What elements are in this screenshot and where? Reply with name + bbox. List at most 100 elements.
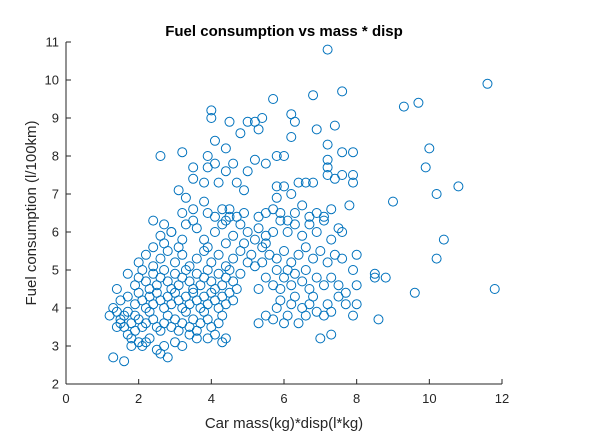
data-point <box>206 257 217 268</box>
data-point <box>242 166 253 177</box>
data-point <box>308 253 319 264</box>
data-point <box>122 291 133 302</box>
data-point <box>286 132 297 142</box>
data-point <box>220 333 231 344</box>
data-point <box>191 223 202 234</box>
data-point <box>337 227 348 237</box>
data-point <box>333 280 344 291</box>
data-point <box>202 151 213 161</box>
data-point <box>409 287 420 298</box>
data-point <box>228 253 239 264</box>
data-point <box>177 234 188 245</box>
x-tick-label: 4 <box>208 391 215 406</box>
data-point <box>148 242 159 253</box>
data-point <box>293 177 304 188</box>
data-point <box>108 303 119 313</box>
y-tick-label: 6 <box>52 225 59 240</box>
data-point <box>177 147 188 158</box>
data-point <box>239 238 250 249</box>
data-point <box>304 219 315 230</box>
data-point <box>326 234 337 245</box>
x-tick-label: 12 <box>495 391 509 406</box>
data-point <box>206 113 217 123</box>
data-point <box>177 341 188 351</box>
data-point <box>282 227 293 237</box>
data-point <box>199 246 210 256</box>
data-point <box>337 170 348 180</box>
data-point <box>279 181 289 192</box>
data-point <box>162 352 173 363</box>
data-point <box>159 341 170 351</box>
data-point <box>286 280 297 291</box>
data-point <box>268 314 279 325</box>
data-point <box>322 162 333 173</box>
data-point <box>315 246 326 256</box>
data-point <box>159 219 170 230</box>
data-point <box>315 333 326 344</box>
data-point <box>228 158 239 169</box>
data-point <box>155 151 166 161</box>
x-tick-label: 0 <box>62 391 69 406</box>
data-point <box>209 227 220 237</box>
data-point <box>348 265 359 275</box>
y-tick-label: 11 <box>46 35 60 50</box>
data-point <box>231 177 242 188</box>
x-tick-label: 2 <box>135 391 142 406</box>
data-point <box>249 154 260 165</box>
y-tick-label: 4 <box>52 301 59 316</box>
data-point <box>242 227 253 237</box>
y-tick-label: 10 <box>45 73 59 88</box>
data-point <box>333 223 344 234</box>
y-tick-label: 8 <box>52 149 59 164</box>
chart-title: Fuel consumption vs mass * disp <box>165 23 403 40</box>
data-point <box>289 268 300 279</box>
x-tick-label: 8 <box>353 391 360 406</box>
data-point <box>257 242 268 253</box>
data-point <box>431 253 442 264</box>
data-point <box>300 265 311 275</box>
data-point <box>213 177 224 188</box>
data-point <box>297 200 308 211</box>
data-point <box>293 249 304 260</box>
data-point <box>340 299 351 310</box>
data-point <box>188 162 199 173</box>
data-point <box>369 268 380 279</box>
data-point <box>293 318 304 329</box>
data-point <box>482 78 493 89</box>
data-point <box>326 306 337 317</box>
data-point <box>398 101 409 112</box>
data-point <box>140 249 151 260</box>
data-point <box>420 162 431 173</box>
y-tick-label: 2 <box>52 377 59 392</box>
data-point <box>206 105 217 116</box>
data-point <box>329 120 340 131</box>
data-point <box>246 249 257 260</box>
data-point <box>224 211 235 222</box>
data-point <box>133 337 144 348</box>
data-point <box>253 211 264 222</box>
data-point <box>326 272 337 283</box>
data-point <box>340 287 351 298</box>
data-point <box>453 181 464 192</box>
data-point <box>130 310 141 321</box>
data-point <box>133 257 144 268</box>
data-point <box>202 242 213 253</box>
data-point <box>424 143 435 154</box>
data-point <box>184 261 195 272</box>
data-point <box>271 265 282 275</box>
data-point <box>122 268 133 279</box>
data-point <box>239 208 250 218</box>
data-point <box>257 257 268 268</box>
y-tick-label: 9 <box>52 111 59 126</box>
data-point <box>188 173 199 184</box>
data-point <box>224 116 235 127</box>
x-tick-label: 10 <box>422 391 436 406</box>
data-point <box>217 337 228 348</box>
data-point <box>140 337 151 348</box>
data-point <box>344 200 355 211</box>
data-point <box>380 272 391 283</box>
data-point <box>148 261 159 272</box>
data-point <box>300 310 311 321</box>
data-point <box>209 135 220 146</box>
